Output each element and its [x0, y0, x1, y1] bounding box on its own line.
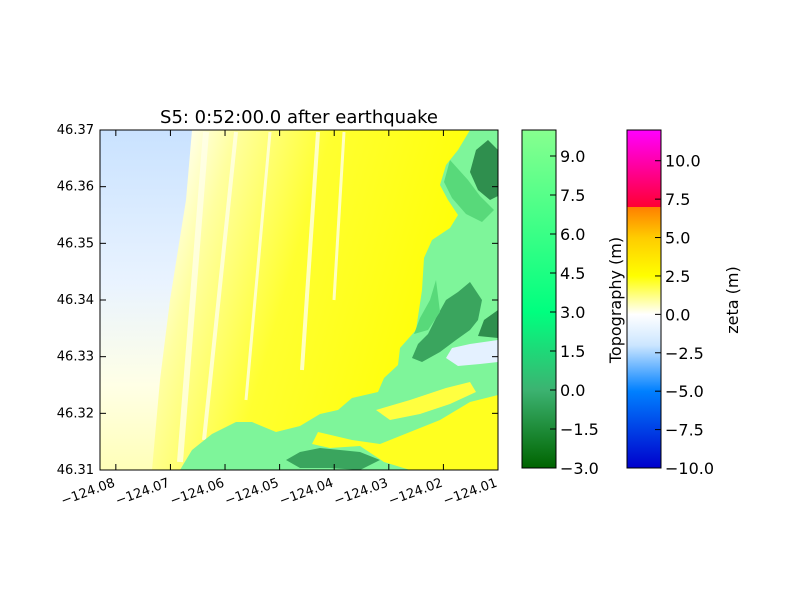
zeta-colorbar: −10.0 −7.5 −5.0 −2.5 0.0 2.5 5.0 7.5 10.0 zeta (…	[626, 129, 742, 478]
x-tick-label: −124.07	[114, 476, 172, 509]
colorbar-tick-label: 7.5	[665, 190, 690, 209]
y-axis: 46.31 46.32 46.33 46.34 46.35 46.36 46.37	[57, 123, 498, 478]
y-tick-label: 46.34	[57, 293, 94, 308]
x-tick-label: −124.03	[332, 476, 390, 509]
land-low-3	[478, 310, 498, 338]
colorbar-tick-label: 10.0	[665, 152, 701, 171]
topography-colorbar-ticks: −3.0 −1.5 0.0 1.5 3.0 4.5 6.0 7.5 9.0	[550, 147, 599, 478]
land-main	[180, 130, 498, 470]
colorbar-tick-label: −3.0	[560, 459, 599, 478]
inundation-inlet	[312, 395, 498, 470]
x-tick-label: −124.04	[277, 476, 335, 509]
x-tick-label: −124.08	[59, 476, 117, 509]
colorbar-tick-label: −7.5	[665, 421, 704, 440]
y-tick-label: 46.35	[57, 236, 94, 251]
land-low-1	[470, 140, 498, 200]
bay-water	[446, 340, 498, 366]
land-low-2	[412, 282, 482, 362]
land-low-4	[286, 448, 380, 470]
colorbar-tick-label: 5.0	[665, 229, 690, 248]
x-tick-label: −124.06	[168, 476, 226, 509]
zeta-colorbar-label: zeta (m)	[723, 266, 742, 333]
colorbar-tick-label: 9.0	[560, 147, 585, 166]
colorbar-tick-label: 4.5	[560, 264, 585, 283]
zeta-colorbar-ticks: −10.0 −7.5 −5.0 −2.5 0.0 2.5 5.0 7.5 10.0	[655, 152, 714, 478]
colorbar-tick-label: −1.5	[560, 420, 599, 439]
zeta-colorbar-fill	[626, 129, 662, 469]
colorbar-tick-label: 6.0	[560, 225, 585, 244]
colorbar-tick-label: 0.0	[665, 305, 690, 324]
y-tick-label: 46.33	[57, 350, 94, 365]
x-tick-label: −124.02	[387, 476, 445, 509]
inundation-channel	[376, 382, 476, 420]
x-tick-label: −124.05	[223, 476, 281, 509]
colorbar-tick-label: 3.0	[560, 303, 585, 322]
colorbar-tick-label: 2.5	[665, 267, 690, 286]
land-mid-2	[414, 280, 440, 334]
offshore-water	[100, 130, 192, 470]
colorbar-tick-label: −5.0	[665, 382, 704, 401]
colorbar-tick-label: 0.0	[560, 381, 585, 400]
surf-streaks	[177, 131, 346, 463]
y-tick-label: 46.36	[57, 180, 94, 195]
topography-colorbar: −3.0 −1.5 0.0 1.5 3.0 4.5 6.0 7.5 9.0 Topography…	[521, 129, 625, 478]
colorbar-tick-label: 7.5	[560, 186, 585, 205]
topography-colorbar-fill	[521, 129, 557, 469]
y-tick-label: 46.37	[57, 123, 94, 138]
colorbar-tick-label: −10.0	[665, 459, 714, 478]
y-tick-label: 46.31	[57, 463, 94, 478]
colorbar-tick-label: 1.5	[560, 342, 585, 361]
chart-title: S5: 0:52:00.0 after earthquake	[160, 107, 438, 128]
map-plot	[100, 130, 498, 470]
y-tick-label: 46.32	[57, 406, 94, 421]
x-tick-label: −124.01	[441, 476, 499, 509]
colorbar-tick-label: −2.5	[665, 344, 704, 363]
land-mid-1	[444, 160, 494, 222]
topography-colorbar-label: Topography (m)	[606, 237, 625, 364]
